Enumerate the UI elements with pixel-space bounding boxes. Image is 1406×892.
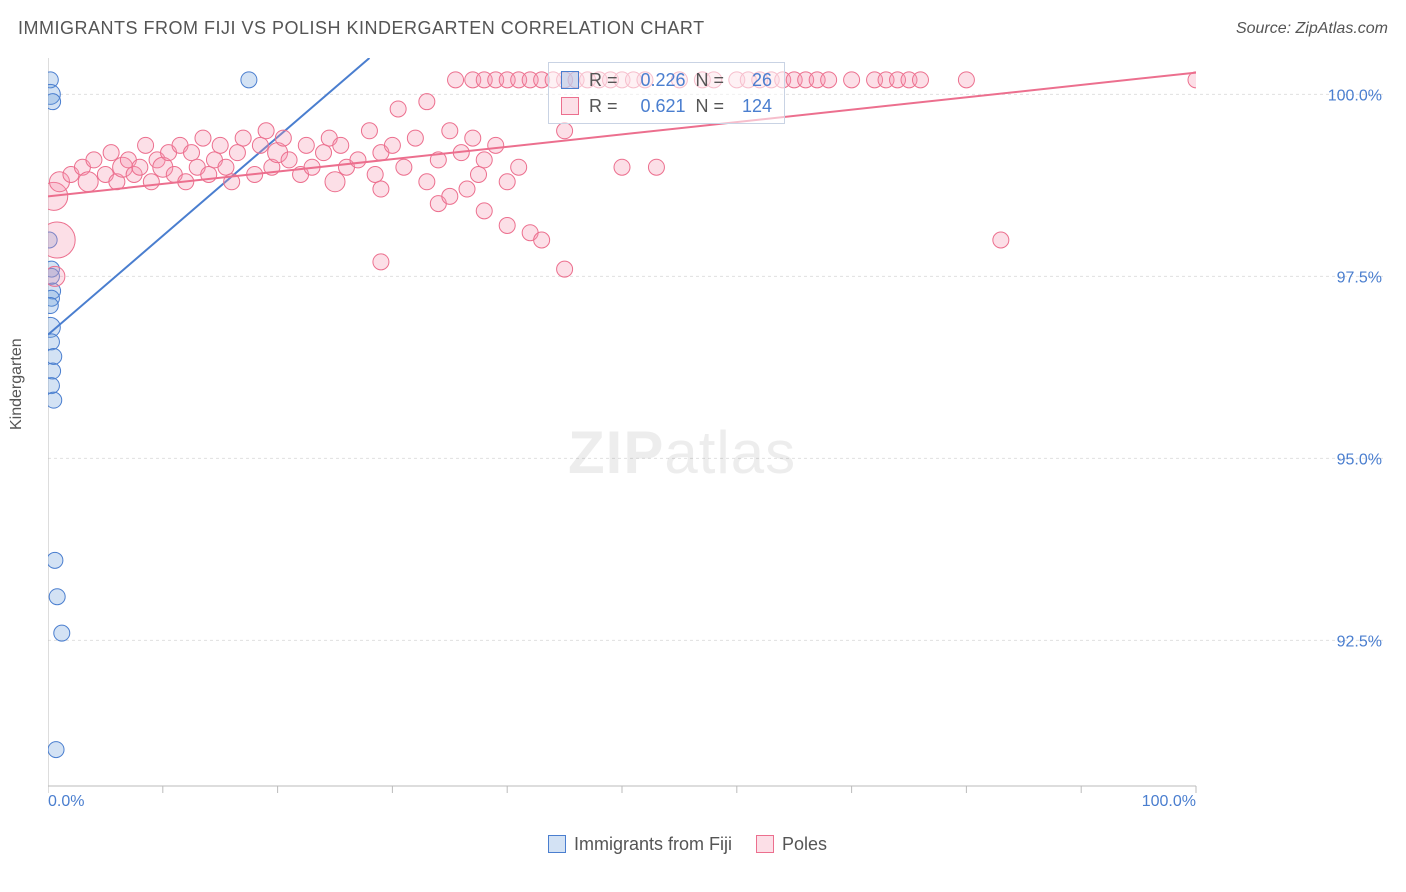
source-label: Source: ZipAtlas.com — [1236, 20, 1388, 38]
svg-text:95.0%: 95.0% — [1337, 451, 1382, 468]
n-label: N = — [696, 70, 725, 91]
legend-label: Immigrants from Fiji — [574, 834, 732, 854]
y-axis-label: Kindergarten — [8, 338, 26, 430]
n-value: 124 — [734, 96, 772, 117]
legend-swatch — [756, 835, 774, 853]
legend-item: Immigrants from Fiji — [548, 834, 732, 855]
series-swatch — [561, 97, 579, 115]
legend-label: Poles — [782, 834, 827, 854]
legend-item: Poles — [756, 834, 827, 855]
r-value: 0.226 — [628, 70, 686, 91]
n-value: 26 — [734, 70, 772, 91]
r-label: R = — [589, 96, 618, 117]
watermark-atlas: atlas — [664, 419, 796, 486]
svg-text:97.5%: 97.5% — [1337, 269, 1382, 286]
correlation-row: R = 0.621 N = 124 — [561, 93, 772, 119]
n-label: N = — [696, 96, 725, 117]
svg-text:0.0%: 0.0% — [48, 793, 84, 806]
correlation-panel: R = 0.226 N = 26 R = 0.621 N = 124 — [548, 62, 785, 124]
svg-text:100.0%: 100.0% — [1142, 793, 1196, 806]
series-swatch — [561, 71, 579, 89]
legend: Immigrants from Fiji Poles — [548, 834, 827, 855]
svg-text:92.5%: 92.5% — [1337, 633, 1382, 650]
correlation-row: R = 0.226 N = 26 — [561, 67, 772, 93]
r-value: 0.621 — [628, 96, 686, 117]
chart-title: IMMIGRANTS FROM FIJI VS POLISH KINDERGAR… — [18, 18, 705, 38]
r-label: R = — [589, 70, 618, 91]
watermark: ZIPatlas — [568, 418, 796, 487]
plot-area: 92.5% 95.0% 97.5% 100.0% 0.0% 100.0% R = 0.226… — [48, 58, 1386, 806]
svg-text:100.0%: 100.0% — [1328, 87, 1382, 104]
legend-swatch — [548, 835, 566, 853]
watermark-zip: ZIP — [568, 419, 664, 486]
